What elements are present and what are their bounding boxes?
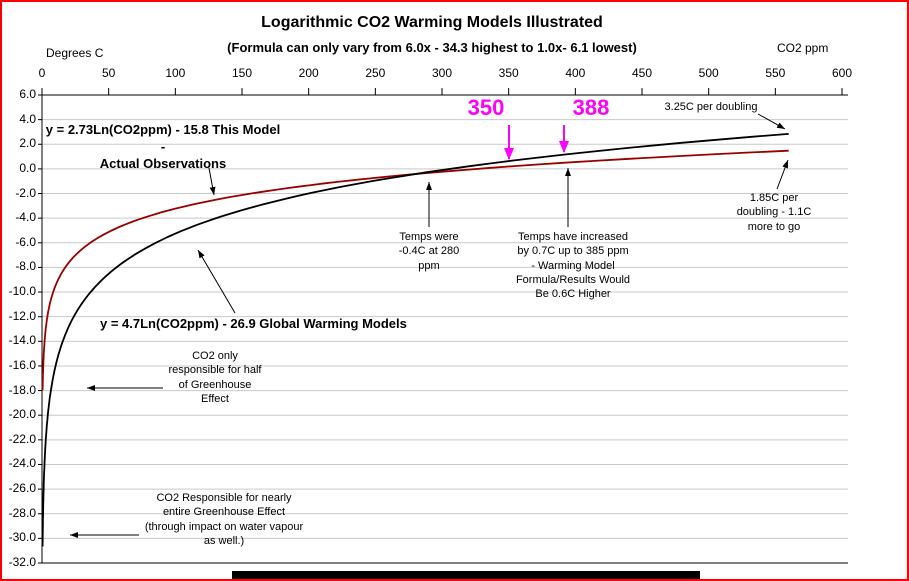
annotation-marker-388: 388	[572, 95, 610, 120]
annotation-marker-350: 350	[467, 95, 505, 120]
annotation-eq-observations: y = 2.73Ln(CO2ppm) - 15.8 This Model - A…	[45, 122, 281, 171]
arrow-doubling-models	[757, 113, 786, 130]
y-tick-label--10.0: -10.0	[8, 284, 36, 299]
y-tick-label-0.0: 0.0	[19, 160, 36, 175]
chart-subtitle: (Formula can only vary from 6.0x - 34.3 …	[227, 40, 637, 55]
y-tick-label--28.0: -28.0	[8, 505, 36, 520]
x-tick-label-400: 400	[565, 66, 586, 80]
x-axis-title: CO2 ppm	[777, 41, 829, 55]
x-tick-label-150: 150	[231, 66, 253, 80]
chart-title: Logarithmic CO2 Warming Models Illustrat…	[261, 14, 603, 31]
y-tick-label--16.0: -16.0	[8, 357, 36, 372]
y-tick-label--18.0: -18.0	[8, 382, 36, 397]
x-tick-label-200: 200	[298, 66, 319, 80]
annotation-doubling-actual: 1.85C per doubling - 1.1C more to go	[736, 192, 812, 233]
x-tick-label-450: 450	[631, 66, 653, 80]
annotation-co2-entire: CO2 Responsible for nearly entire Greenh…	[144, 492, 304, 547]
y-tick-label--2.0: -2.0	[15, 185, 36, 200]
arrow-eq-observations	[208, 167, 216, 196]
y-tick-label-6.0: 6.0	[19, 87, 36, 101]
annotation-eq-models: y = 4.7Ln(CO2ppm) - 26.9 Global Warming …	[100, 316, 407, 331]
y-tick-label-4.0: 4.0	[19, 111, 36, 126]
y-tick-label-2.0: 2.0	[19, 136, 36, 151]
annotation-temps-280: Temps were -0.4C at 280 ppm	[398, 231, 460, 272]
y-tick-label--24.0: -24.0	[8, 456, 36, 471]
x-tick-label-300: 300	[431, 66, 453, 80]
y-tick-label--6.0: -6.0	[15, 234, 36, 249]
y-tick-label--14.0: -14.0	[8, 333, 36, 348]
bottom-window-fragment	[232, 571, 700, 579]
curve-warming-models	[41, 133, 789, 547]
curve-actual-observations	[41, 149, 789, 391]
x-tick-label-600: 600	[831, 66, 853, 80]
x-tick-label-500: 500	[698, 66, 719, 80]
y-tick-label--8.0: -8.0	[15, 259, 36, 274]
y-tick-label--32.0: -32.0	[8, 555, 36, 569]
x-tick-label-350: 350	[498, 66, 519, 80]
x-tick-label-50: 50	[101, 66, 116, 80]
y-axis-title: Degrees C	[46, 46, 104, 60]
y-tick-label--20.0: -20.0	[8, 407, 36, 422]
y-tick-label--12.0: -12.0	[8, 308, 36, 323]
annotation-doubling-models: 3.25C per doubling	[664, 101, 758, 113]
x-tick-label-100: 100	[165, 66, 186, 80]
x-tick-label-550: 550	[765, 66, 786, 80]
x-tick-label-0: 0	[38, 66, 46, 80]
x-tick-label-250: 250	[365, 66, 386, 80]
arrow-doubling-actual	[776, 159, 789, 190]
y-tick-label--30.0: -30.0	[8, 530, 36, 545]
arrow-eq-models	[197, 249, 236, 314]
annotation-co2-half: CO2 only responsible for half of Greenho…	[168, 350, 262, 405]
y-tick-label--4.0: -4.0	[15, 210, 36, 225]
y-tick-label--22.0: -22.0	[8, 431, 36, 446]
y-tick-label--26.0: -26.0	[8, 481, 36, 496]
annotation-temps-385: Temps have increased by 0.7C up to 385 p…	[515, 231, 631, 301]
